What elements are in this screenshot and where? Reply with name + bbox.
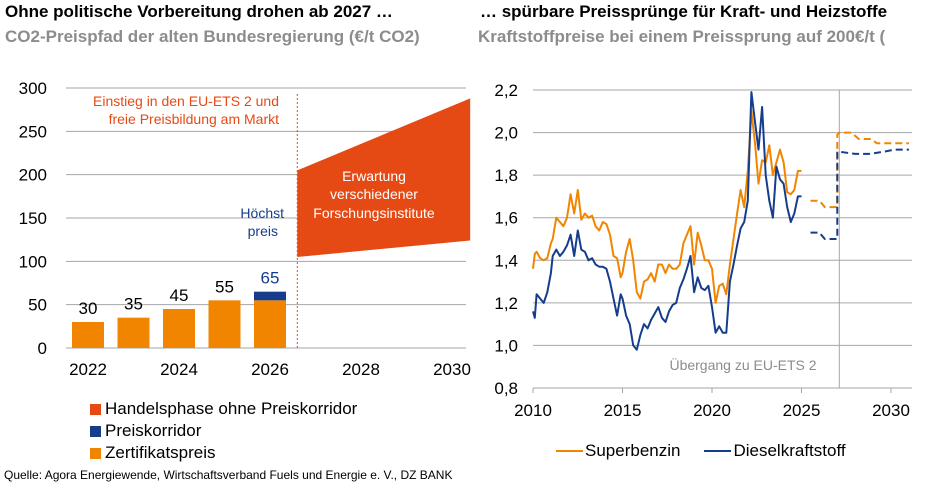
forecast-line-superbenzin (810, 131, 909, 209)
bar-price-corridor (254, 291, 286, 301)
right-legend: Superbenzin Dieselkraftstoff (556, 441, 870, 461)
legend-swatch-red (90, 403, 101, 415)
forecast-line-diesel (810, 148, 909, 240)
x-tick-label: 2030 (433, 360, 471, 379)
x-tick-label: 2030 (872, 401, 910, 420)
legend-line-blue (704, 450, 732, 452)
left-chart-title: Ohne politische Vorbereitung drohen ab 2… (5, 2, 393, 21)
x-tick-label: 2015 (604, 401, 642, 420)
legend-label: Preiskorridor (105, 421, 202, 440)
legend-label: Zertifikatspreis (105, 443, 216, 462)
bar-certificate-price (117, 317, 150, 348)
x-tick-label: 2022 (69, 360, 107, 379)
y-tick-label: 1,2 (494, 294, 518, 313)
data-label: 30 (79, 299, 98, 318)
legend-label: Dieselkraftstoff (733, 441, 846, 460)
area-label-1: Erwartung (342, 168, 406, 184)
y-tick-label: 50 (28, 296, 47, 315)
legend-label: Superbenzin (585, 441, 681, 460)
source-note: Quelle: Agora Energiewende, Wirtschaftsv… (4, 468, 453, 482)
left-annotations: Einstieg in den EU-ETS 2 und freie Preis… (93, 93, 435, 239)
y-tick-label: 0,8 (494, 379, 518, 398)
y-tick-label: 2,0 (494, 124, 518, 143)
y-tick-label: 0 (38, 339, 47, 358)
legend-line-orange (556, 450, 583, 452)
x-tick-label: 2010 (514, 401, 552, 420)
area-label-2: verschiedener (330, 186, 418, 202)
y-tick-label: 1,6 (494, 209, 518, 228)
x-tick-label: 2024 (160, 360, 198, 379)
data-label: 65 (261, 269, 280, 288)
y-tick-label: 200 (19, 166, 47, 185)
legend-item-trading-phase: Handelsphase ohne Preiskorridor (90, 398, 357, 420)
legend-item-price-corridor: Preiskorridor (90, 420, 357, 442)
y-tick-label: 2,2 (494, 81, 518, 100)
annotation-transition: Übergang zu EU-ETS 2 (669, 356, 816, 373)
area-label-3: Forschungsinstitute (313, 205, 435, 221)
legend-swatch-orange (90, 447, 101, 459)
bar-certificate-price (208, 300, 241, 348)
right-gridlines (533, 89, 912, 389)
data-label: 45 (170, 286, 189, 305)
y-tick-label: 1,8 (494, 166, 518, 185)
x-tick-label: 2028 (342, 360, 380, 379)
right-series (532, 91, 909, 351)
right-chart-title: … spürbare Preissprünge für Kraft- und H… (480, 2, 888, 21)
right-chart-subtitle: Kraftstoffpreise bei einem Preissprung a… (478, 27, 886, 46)
x-tick-label: 2026 (251, 360, 289, 379)
annotation-ets-entry-2: freie Preisbildung am Markt (109, 111, 280, 127)
left-legend: Handelsphase ohne Preiskorridor Preiskor… (90, 398, 357, 464)
legend-label: Handelsphase ohne Preiskorridor (105, 399, 358, 418)
legend-item-certificate-price: Zertifikatspreis (90, 442, 357, 464)
right-x-axis: 2010 2015 2020 2025 2030 (514, 388, 910, 420)
annotation-cap-1: Höchst (240, 205, 284, 221)
data-label: 35 (124, 295, 143, 314)
y-tick-label: 100 (19, 252, 47, 271)
expectation-area-shape (297, 98, 471, 258)
y-tick-label: 1,4 (494, 251, 518, 270)
x-tick-label: 2020 (693, 401, 731, 420)
y-tick-label: 300 (19, 79, 47, 98)
x-tick-label: 2025 (783, 401, 821, 420)
legend-item-superbenzin: Superbenzin (556, 441, 680, 461)
fuel-price-chart: 0,8 1,0 1,2 1,4 1,6 1,8 2,0 2,2 2010 2015 2020 202… (494, 81, 912, 420)
annotation-ets-entry-1: Einstieg in den EU-ETS 2 und (93, 93, 279, 109)
left-chart-subtitle: CO2-Preispfad der alten Bundesregierung … (5, 27, 420, 46)
left-y-axis: 0 50 100 150 200 250 300 (19, 79, 47, 358)
expectation-area (296, 94, 471, 350)
bar-certificate-price (254, 300, 286, 348)
series-line-diesel (532, 91, 802, 351)
y-tick-label: 1,0 (494, 336, 518, 355)
legend-swatch-blue (90, 425, 101, 437)
left-data-labels: 30 35 45 55 65 (79, 269, 280, 318)
data-label: 55 (215, 277, 234, 296)
y-tick-label: 150 (19, 209, 47, 228)
annotation-cap-2: preis (248, 223, 278, 239)
series-line-superbenzin (532, 110, 802, 304)
left-bars (72, 291, 286, 348)
legend-item-diesel: Dieselkraftstoff (704, 441, 846, 461)
bar-certificate-price (72, 322, 104, 348)
right-y-axis: 0,8 1,0 1,2 1,4 1,6 1,8 2,0 2,2 (494, 81, 518, 398)
y-tick-label: 250 (19, 122, 47, 141)
bar-certificate-price (163, 309, 195, 348)
left-x-axis: 2022 2024 2026 2028 2030 (69, 360, 471, 379)
